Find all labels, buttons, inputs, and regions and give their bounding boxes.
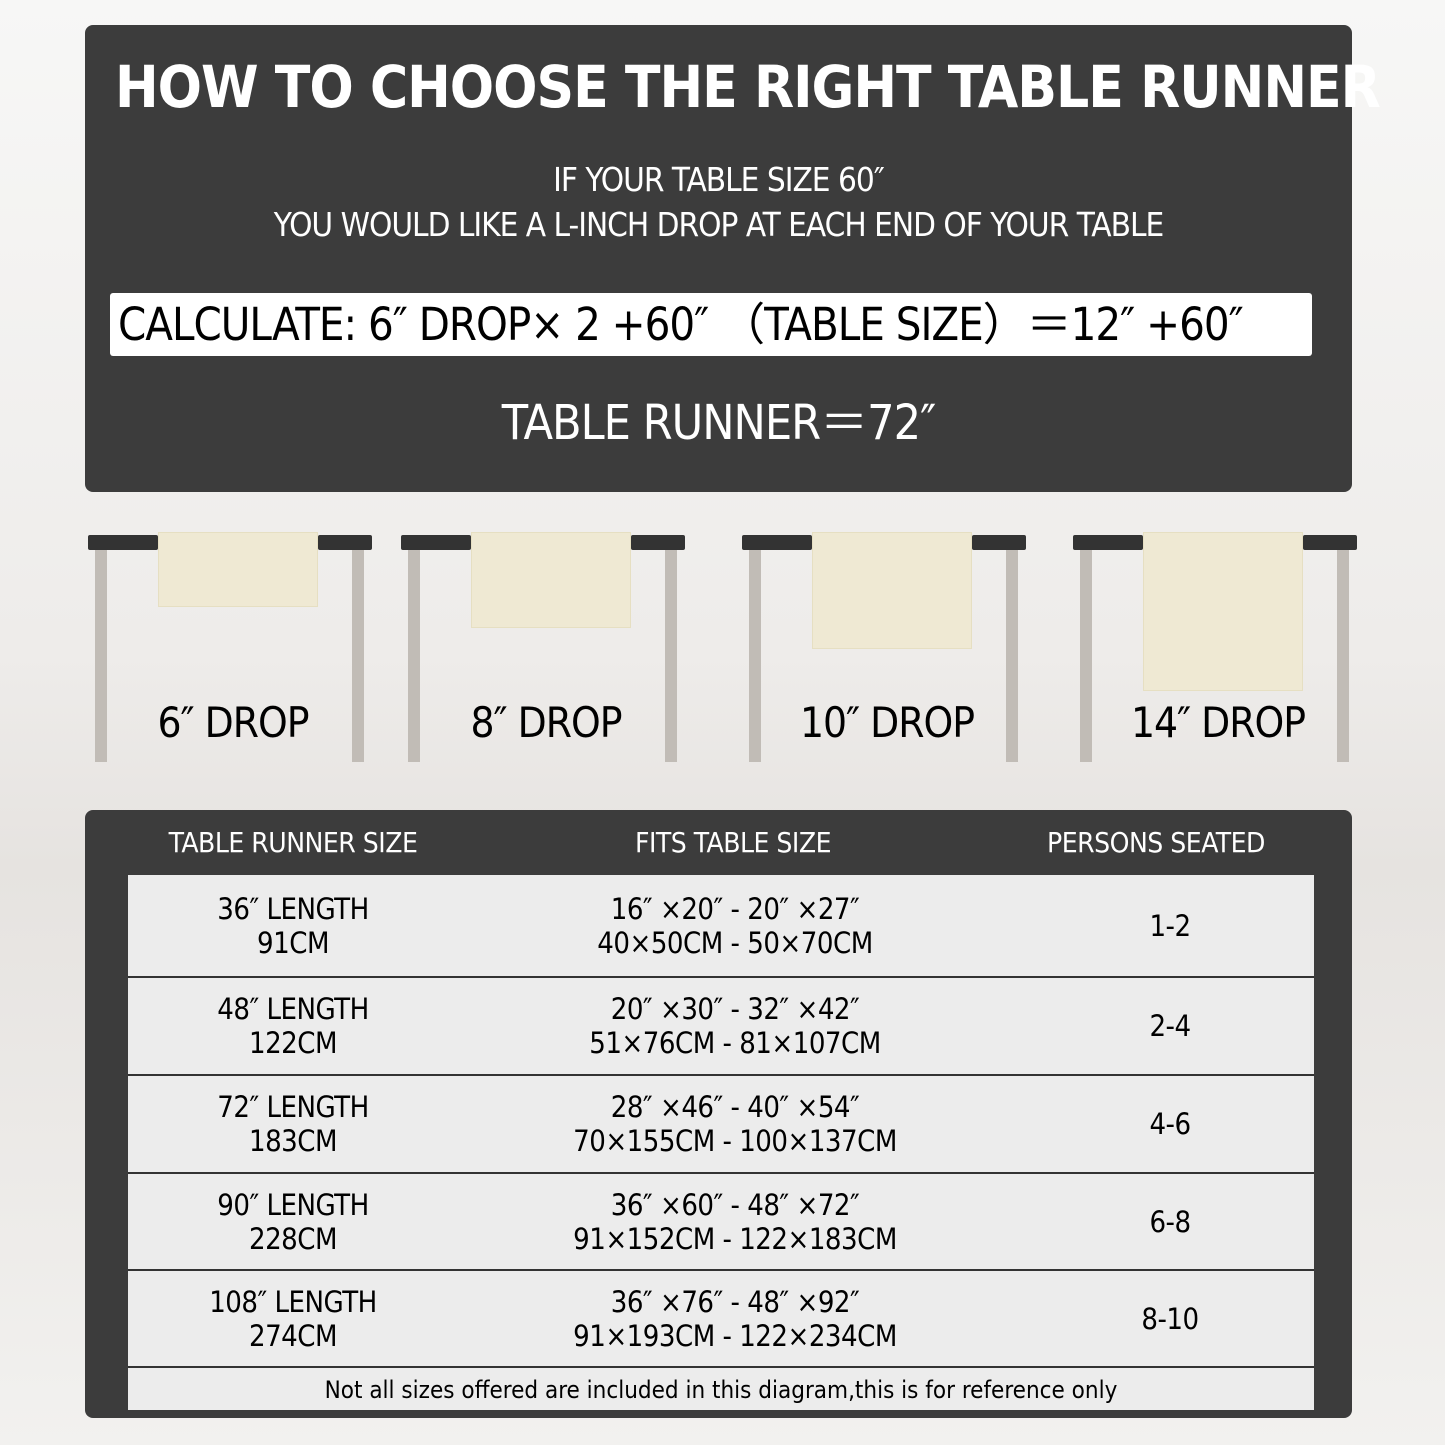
fits-table-cell: 36″ ×60″ - 48″ ×72″ 91×152CM - 122×183CM — [535, 1174, 935, 1269]
drop-text: YOU WOULD LIKE A L-INCH DROP AT EACH END… — [273, 205, 1164, 244]
fit-cm: 91×193CM - 122×234CM — [573, 1318, 897, 1353]
size-inches: 48″ LENGTH — [217, 992, 369, 1026]
table-row: 72″ LENGTH 183CM 28″ ×46″ - 40″ ×54″ 70×15… — [128, 1076, 1314, 1174]
size-inches: 90″ LENGTH — [217, 1187, 369, 1222]
size-inches: 36″ LENGTH — [217, 891, 369, 926]
header-runner-size: TABLE RUNNER SIZE — [168, 826, 418, 859]
runner-size-cell: 48″ LENGTH 122CM — [193, 978, 393, 1074]
table-leg — [352, 550, 364, 762]
fit-inches: 28″ ×46″ - 40″ ×54″ — [610, 1090, 860, 1124]
fits-table-cell: 20″ ×30″ - 32″ ×42″ 51×76CM - 81×107CM — [535, 978, 935, 1074]
fit-inches: 36″ ×76″ - 48″ ×92″ — [610, 1284, 860, 1319]
runner-size-cell: 72″ LENGTH 183CM — [193, 1076, 393, 1172]
table-row: 90″ LENGTH 228CM 36″ ×60″ - 48″ ×72″ 91×15… — [128, 1174, 1314, 1271]
table-leg — [665, 550, 677, 762]
persons-cell: 2-4 — [1120, 978, 1220, 1074]
persons-cell: 8-10 — [1120, 1271, 1220, 1366]
table-runner-drop — [471, 532, 631, 628]
table-top — [318, 535, 372, 550]
table-leg — [408, 550, 420, 762]
drop-illustration: 6″ DROP — [88, 530, 378, 765]
size-cm: 91CM — [257, 925, 329, 960]
table-top — [1303, 535, 1357, 550]
result-text: TABLE RUNNER＝72″ — [501, 395, 936, 451]
runner-size-cell: 36″ LENGTH 91CM — [193, 875, 393, 976]
persons-seated: 1-2 — [1149, 908, 1191, 943]
table-top — [401, 535, 471, 550]
table-top — [1073, 535, 1143, 550]
size-chart-panel: TABLE RUNNER SIZE FITS TABLE SIZE PERSON… — [85, 810, 1352, 1418]
fit-inches: 36″ ×60″ - 48″ ×72″ — [610, 1187, 860, 1222]
table-runner-drop — [158, 532, 318, 607]
table-row: 108″ LENGTH 274CM 36″ ×76″ - 48″ ×92″ 91×1… — [128, 1271, 1314, 1368]
page-title: HOW TO CHOOSE THE RIGHT TABLE RUNNER — [115, 53, 1381, 121]
fit-cm: 40×50CM - 50×70CM — [597, 925, 873, 960]
table-top — [972, 535, 1026, 550]
table-leg — [95, 550, 107, 762]
size-cm: 228CM — [248, 1221, 338, 1256]
drop-label: 6″ DROP — [157, 698, 309, 747]
table-row: 48″ LENGTH 122CM 20″ ×30″ - 32″ ×42″ 51×76… — [128, 978, 1314, 1076]
runner-size-cell: 90″ LENGTH 228CM — [193, 1174, 393, 1269]
table-leg — [1006, 550, 1018, 762]
size-inches: 108″ LENGTH — [209, 1284, 377, 1319]
footnote: Not all sizes offered are included in th… — [324, 1376, 1118, 1404]
persons-cell: 6-8 — [1120, 1174, 1220, 1269]
table-size-text: IF YOUR TABLE SIZE 60″ — [553, 160, 885, 199]
persons-seated: 4-6 — [1149, 1107, 1191, 1141]
table-leg — [1080, 550, 1092, 762]
table-top — [88, 535, 158, 550]
persons-seated: 8-10 — [1141, 1301, 1199, 1336]
persons-seated: 6-8 — [1149, 1204, 1191, 1239]
calculation-box: CALCULATE: 6″ DROP× 2 +60″ （TABLE SIZE）＝… — [110, 293, 1312, 356]
table-top — [742, 535, 812, 550]
drop-illustration: 10″ DROP — [742, 530, 1032, 765]
fit-cm: 91×152CM - 122×183CM — [573, 1221, 897, 1256]
table-top — [631, 535, 685, 550]
fit-inches: 16″ ×20″ - 20″ ×27″ — [610, 891, 860, 926]
table-row: 36″ LENGTH 91CM 16″ ×20″ - 20″ ×27″ 40×50C… — [128, 875, 1314, 978]
table-leg — [1337, 550, 1349, 762]
runner-size-cell: 108″ LENGTH 274CM — [193, 1271, 393, 1366]
header-fits-table: FITS TABLE SIZE — [634, 826, 832, 859]
persons-cell: 1-2 — [1120, 875, 1220, 976]
fits-table-cell: 36″ ×76″ - 48″ ×92″ 91×193CM - 122×234CM — [535, 1271, 935, 1366]
table-leg — [749, 550, 761, 762]
drop-label: 8″ DROP — [470, 698, 622, 747]
size-cm: 122CM — [248, 1026, 338, 1060]
persons-seated: 2-4 — [1149, 1009, 1191, 1043]
table-runner-drop — [1143, 532, 1303, 691]
fits-table-cell: 16″ ×20″ - 20″ ×27″ 40×50CM - 50×70CM — [535, 875, 935, 976]
drop-illustration: 14″ DROP — [1073, 530, 1363, 765]
fits-table-cell: 28″ ×46″ - 40″ ×54″ 70×155CM - 100×137CM — [535, 1076, 935, 1172]
fit-cm: 51×76CM - 81×107CM — [589, 1026, 881, 1060]
drop-label: 10″ DROP — [799, 698, 975, 747]
size-inches: 72″ LENGTH — [217, 1090, 369, 1124]
drop-illustration: 8″ DROP — [401, 530, 691, 765]
header-persons: PERSONS SEATED — [1047, 826, 1265, 859]
fit-cm: 70×155CM - 100×137CM — [573, 1124, 897, 1158]
size-table: Not all sizes offered are included in th… — [128, 875, 1314, 1410]
table-runner-drop — [812, 532, 972, 649]
size-cm: 183CM — [248, 1124, 338, 1158]
size-cm: 274CM — [248, 1318, 338, 1353]
persons-cell: 4-6 — [1120, 1076, 1220, 1172]
drop-label: 14″ DROP — [1130, 698, 1306, 747]
fit-inches: 20″ ×30″ - 32″ ×42″ — [610, 992, 860, 1026]
calculation-panel: HOW TO CHOOSE THE RIGHT TABLE RUNNER IF … — [85, 25, 1381, 492]
